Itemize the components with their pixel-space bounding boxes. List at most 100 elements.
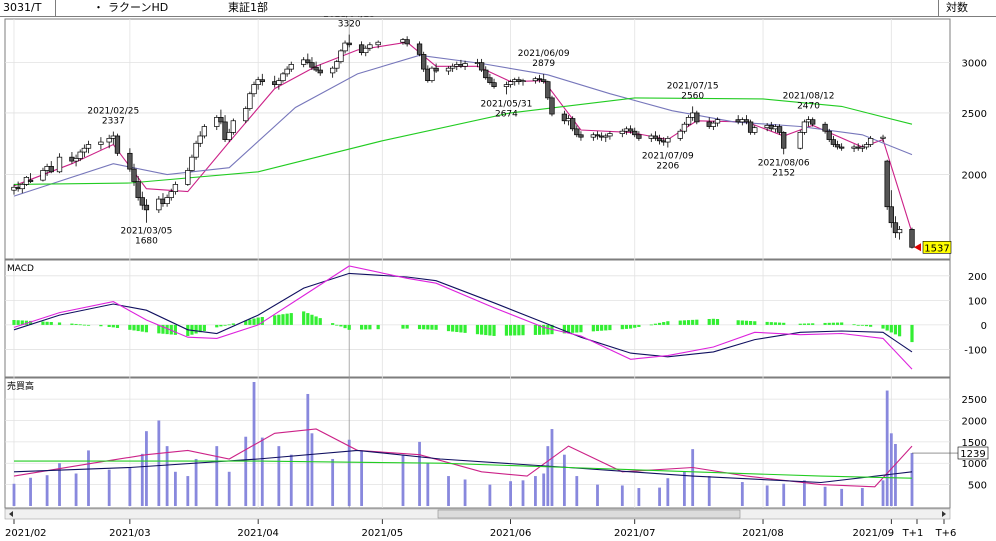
annotation-value: 2879	[532, 59, 555, 69]
macd-histogram-bar	[111, 324, 115, 328]
macd-histogram-bar	[169, 324, 173, 335]
macd-histogram-bar	[248, 319, 252, 325]
scale-mode-button[interactable]: 対数	[946, 1, 968, 14]
macd-histogram-bar	[115, 324, 120, 328]
macd-histogram-bar	[314, 316, 318, 325]
candle-body	[40, 170, 46, 181]
candle-body	[218, 117, 224, 123]
date-axis-label: 2021/07	[614, 528, 656, 539]
volume-bar	[885, 390, 889, 506]
candle-body	[681, 123, 688, 132]
volume-moving-averages	[13, 428, 958, 488]
volume-bar	[707, 476, 711, 506]
macd-histogram-bar	[608, 324, 612, 331]
candle-body	[346, 42, 352, 46]
macd-histogram-bar	[620, 324, 624, 330]
candle-body	[776, 126, 783, 133]
macd-histogram-bar	[488, 324, 492, 336]
macd-histogram-bar	[107, 324, 111, 327]
header-separator	[938, 0, 939, 16]
macd-tick-label: 100	[968, 296, 987, 307]
candle-body	[309, 62, 315, 68]
candle-body	[127, 152, 133, 170]
macd-histogram-bar	[86, 324, 91, 326]
ticker-code: 3031/T	[3, 1, 42, 14]
date-axis-label: T+1	[902, 528, 924, 539]
candle-body	[867, 138, 874, 145]
macd-histogram-bar	[335, 324, 339, 326]
volume-bar	[401, 454, 405, 506]
macd-histogram-bar	[517, 324, 521, 336]
macd-tick-label: 0	[981, 321, 987, 332]
date-axis-label: 2021/04	[237, 528, 279, 539]
candle-body	[627, 128, 634, 132]
date-axis-label: 2021/09	[853, 528, 895, 539]
macd-histogram-bar	[504, 324, 509, 336]
macd-histogram-bar	[657, 322, 662, 325]
macd-histogram-bar	[434, 324, 438, 330]
candle-body	[259, 79, 265, 82]
candle-body	[483, 69, 489, 79]
candle-body	[106, 138, 112, 143]
candle-body	[656, 138, 663, 142]
header-dot: ・	[93, 1, 104, 14]
scroll-left-icon[interactable]	[9, 511, 13, 517]
macd-histogram-bar	[765, 321, 769, 325]
macd-histogram-bar	[277, 314, 281, 325]
macd-histogram-bar	[227, 324, 231, 326]
date-axis: 2021/02 2021/03 2021/04 2021/05 2021/06 2021/…	[5, 519, 956, 539]
macd-histogram-bar	[707, 318, 711, 325]
macd-histogram-bar	[16, 320, 20, 325]
volume-bar	[881, 480, 885, 506]
macd-histogram-bar	[753, 321, 757, 325]
candle-body	[487, 77, 493, 83]
candle-body	[363, 47, 369, 53]
scroll-right-icon[interactable]	[942, 511, 946, 517]
macd-histogram-bar	[360, 324, 364, 330]
volume-bar	[74, 473, 78, 506]
macd-histogram-bar	[513, 324, 517, 336]
candle-body	[247, 93, 253, 109]
candle-body	[797, 132, 803, 149]
candle-body	[433, 67, 439, 72]
macd-histogram-bar	[662, 322, 666, 325]
macd-histogram-bar	[57, 322, 62, 325]
candle-body	[478, 62, 485, 71]
macd-histogram-bar	[856, 324, 860, 326]
volume-bar	[215, 446, 219, 506]
macd-histogram-bar	[165, 324, 169, 335]
candle-body	[619, 130, 625, 134]
candle-body	[578, 134, 584, 138]
volume-bar	[140, 453, 144, 506]
macd-histogram-bar	[20, 320, 24, 325]
candle-body	[168, 191, 174, 198]
volume-bar	[575, 476, 579, 506]
macd-histogram-bar	[827, 322, 831, 325]
macd-histogram-bar	[49, 322, 53, 325]
macd-histogram-bar	[533, 324, 538, 335]
macd-histogram-bar	[78, 324, 82, 326]
candle-body	[888, 206, 894, 224]
horizontal-scrollbar[interactable]	[4, 508, 951, 520]
macd-histogram-bar	[777, 322, 782, 325]
current-volume-tag: 1239	[957, 446, 989, 460]
volume-bar	[426, 463, 430, 506]
volume-bar	[765, 485, 769, 506]
candle-body	[896, 229, 903, 234]
macd-histogram-bar	[773, 322, 778, 325]
candle-body	[255, 79, 261, 85]
scrollbar-thumb[interactable]	[437, 509, 741, 519]
date-axis-label: 2021/02	[5, 528, 47, 539]
macd-histogram	[12, 311, 914, 343]
volume-bar	[910, 453, 914, 506]
candle-body	[450, 65, 456, 69]
annotation-value: 2674	[495, 109, 518, 119]
macd-signal-line	[13, 265, 913, 370]
candle-body	[185, 170, 191, 185]
candle-body	[507, 81, 514, 85]
candle-body	[520, 80, 526, 83]
macd-histogram-bar	[70, 323, 74, 325]
annotation-value: 2206	[656, 161, 679, 171]
macd-histogram-bar	[219, 324, 223, 327]
